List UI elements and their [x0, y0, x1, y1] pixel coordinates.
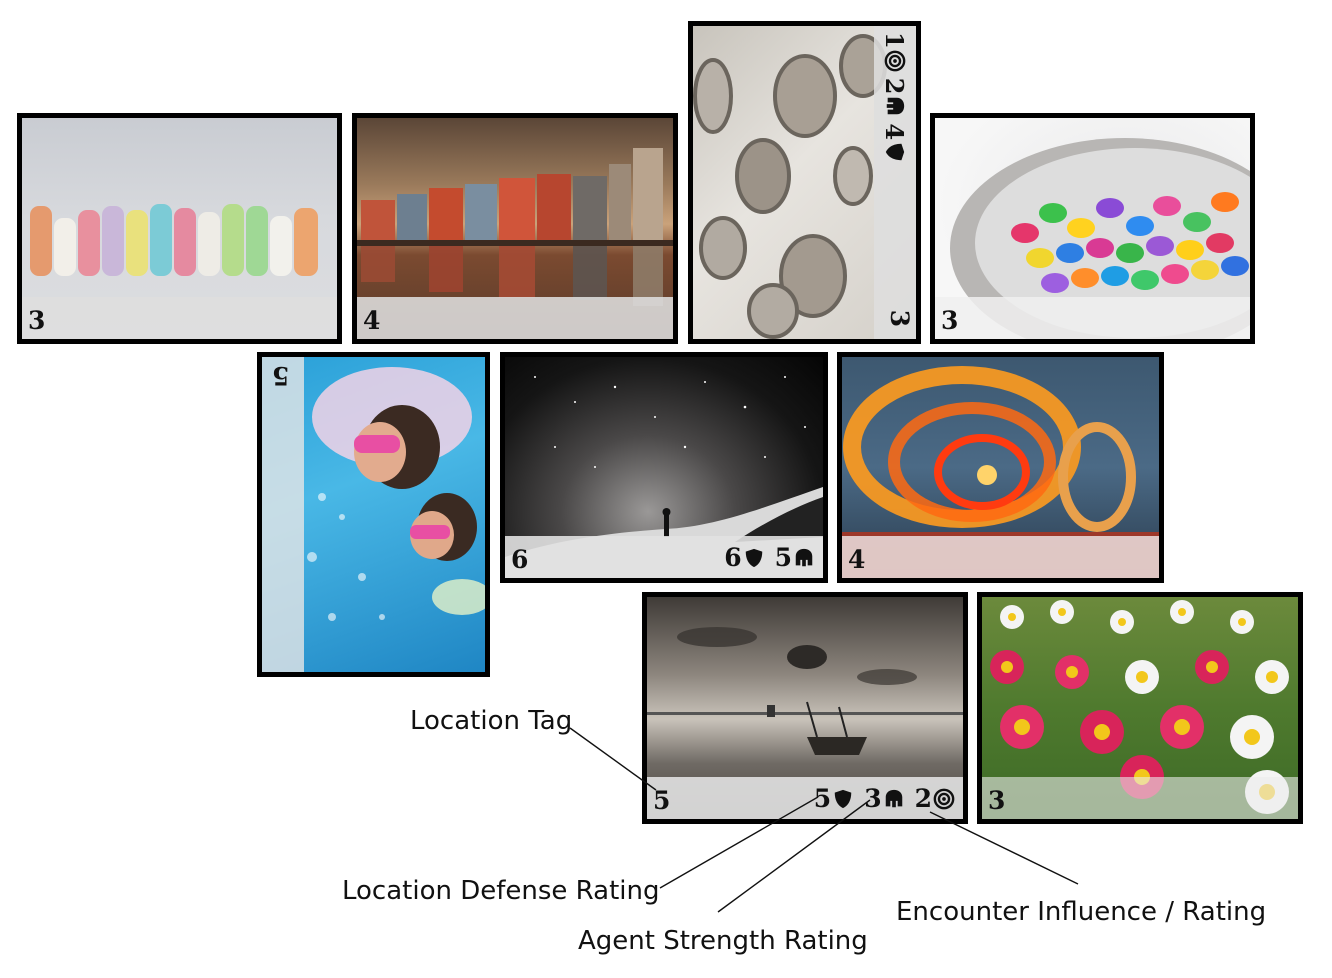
strength-value: 2 [880, 77, 910, 95]
location-tag: 3 [941, 306, 959, 335]
petri-ratings-rotated: 1 2 4 [878, 32, 912, 182]
card-candy[interactable]: 3 [930, 113, 1255, 344]
card-strip [22, 297, 337, 339]
card-petri[interactable]: 1 2 4 3 [688, 21, 921, 344]
strength-value: 3 [864, 784, 882, 813]
defense-value: 6 [724, 543, 742, 572]
influence-value: 2 [914, 784, 932, 813]
card-chalk[interactable]: 3 [17, 113, 342, 344]
location-tag: 3 [884, 309, 914, 328]
card-strip [505, 536, 823, 578]
shield-icon [884, 141, 906, 163]
influence-rating: 2 [915, 784, 955, 813]
card-pool[interactable]: 5 [257, 352, 490, 677]
defense-rating: 6 [724, 543, 764, 572]
influence-value: 1 [880, 32, 910, 49]
card-milkyway[interactable]: 6 6 5 [500, 352, 828, 583]
defense-value: 4 [880, 123, 910, 141]
card-houses[interactable]: 4 [352, 113, 678, 344]
helmet-icon [793, 547, 815, 569]
label-location-defense: Location Defense Rating [342, 876, 660, 906]
card-strip [357, 297, 673, 339]
card-strip [842, 536, 1159, 578]
shield-icon [832, 788, 854, 810]
strength-rating: 3 [864, 784, 904, 813]
location-tag: 5 [272, 361, 290, 390]
defense-rating: 4 [881, 123, 910, 163]
helmet-icon [884, 95, 906, 117]
card-strip-vertical [874, 26, 916, 339]
location-tag: 6 [511, 545, 529, 574]
target-icon [933, 788, 955, 810]
card-flowers[interactable]: 3 [977, 592, 1303, 824]
helmet-icon [883, 788, 905, 810]
strength-rating: 2 [881, 78, 910, 118]
chalk-sticks [30, 204, 318, 276]
label-agent-strength: Agent Strength Rating [578, 926, 868, 956]
location-tag: 5 [653, 786, 671, 815]
card-ferris[interactable]: 4 [837, 352, 1164, 583]
milkyway-ratings: 6 5 [724, 543, 815, 572]
target-icon [884, 50, 906, 72]
candy-bowl [950, 138, 1250, 339]
pool-children [307, 367, 485, 621]
card-strip-vertical [262, 357, 304, 672]
strength-rating: 5 [775, 543, 815, 572]
boat-lake [647, 627, 963, 755]
location-tag: 4 [848, 545, 866, 574]
card-boat[interactable]: 5 5 3 2 [642, 592, 968, 824]
location-tag: 3 [988, 786, 1006, 815]
boat-ratings: 5 3 2 [814, 784, 955, 813]
label-encounter-influence: Encounter Influence / Rating [896, 897, 1267, 927]
defense-value: 5 [813, 784, 832, 813]
shield-icon [743, 547, 765, 569]
location-tag: 4 [363, 306, 381, 335]
card-strip [982, 777, 1298, 819]
location-tag: 3 [28, 306, 46, 335]
houses-reflection [357, 148, 673, 306]
label-location-tag: Location Tag [410, 706, 573, 736]
card-strip [935, 297, 1250, 339]
strength-value: 5 [774, 543, 792, 572]
defense-rating: 5 [814, 784, 854, 813]
influence-rating: 1 [881, 32, 910, 72]
